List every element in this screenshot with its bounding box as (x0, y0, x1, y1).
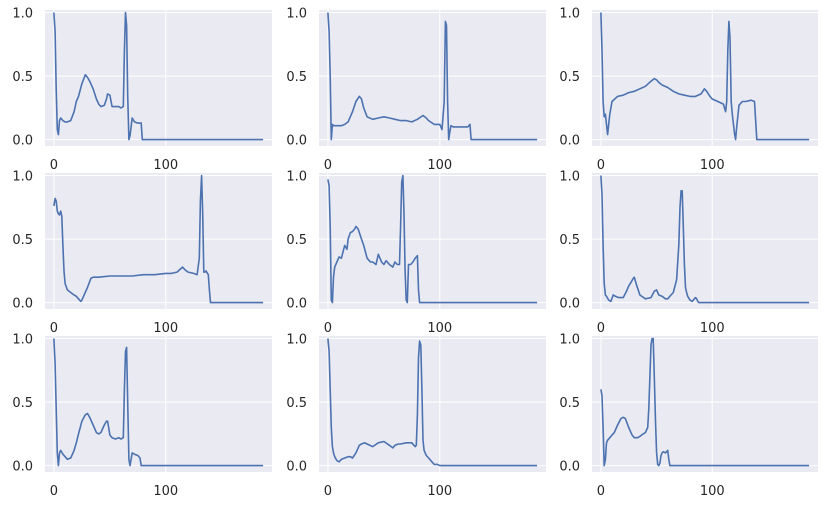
signal-line (327, 338, 538, 467)
y-tick-label: 0.5 (286, 70, 307, 85)
y-tick-label: 0.5 (286, 233, 307, 248)
x-tick-label: 0 (597, 158, 605, 173)
x-tick-label: 100 (427, 484, 452, 499)
y-tick-label: 0.0 (286, 134, 307, 149)
y-tick-label: 0.5 (12, 396, 33, 411)
axes-background (319, 10, 546, 146)
x-tick-label: 100 (700, 158, 725, 173)
y-tick-label: 1.0 (12, 170, 33, 185)
x-tick-label: 0 (324, 321, 332, 336)
x-tick-label: 0 (324, 158, 332, 173)
x-tick-label: 100 (700, 321, 725, 336)
y-tick-label: 1.0 (559, 333, 580, 348)
x-tick-label: 100 (153, 484, 178, 499)
subplot-5: 0.0 0.5 1.0 0 100 (286, 170, 546, 336)
x-tick-label: 0 (597, 484, 605, 499)
y-tick-label: 0.0 (559, 460, 580, 475)
axes-background (45, 173, 272, 309)
x-tick-label: 100 (427, 321, 452, 336)
axes-background (45, 336, 272, 472)
x-tick-label: 100 (153, 158, 178, 173)
y-tick-label: 0.0 (12, 297, 33, 312)
y-tick-label: 0.5 (559, 233, 580, 248)
x-tick-label: 0 (324, 484, 332, 499)
y-tick-label: 1.0 (286, 333, 307, 348)
signal-line (600, 175, 810, 304)
axes-background (319, 336, 546, 472)
x-tick-label: 0 (597, 321, 605, 336)
y-tick-label: 0.0 (286, 460, 307, 475)
axes-background (592, 336, 818, 472)
x-tick-label: 0 (50, 158, 58, 173)
y-tick-label: 0.5 (559, 396, 580, 411)
y-tick-label: 0.0 (559, 297, 580, 312)
x-tick-label: 0 (50, 321, 58, 336)
signal-line (600, 337, 810, 467)
axes-background (592, 173, 818, 309)
y-tick-label: 0.5 (559, 70, 580, 85)
y-tick-label: 0.0 (559, 134, 580, 149)
signal-line (327, 174, 538, 304)
y-tick-label: 1.0 (559, 170, 580, 185)
subplot-1: 0.0 0.5 1.0 0 100 (12, 7, 272, 173)
y-tick-label: 0.5 (12, 70, 33, 85)
y-tick-label: 0.0 (12, 134, 33, 149)
subplot-4: 0.0 0.5 1.0 0 100 (12, 170, 272, 336)
signal-line (53, 174, 264, 304)
subplot-3: 0.0 0.5 1.0 0 100 (559, 7, 818, 173)
axes-background (45, 10, 272, 146)
y-tick-label: 1.0 (286, 7, 307, 22)
y-tick-label: 0.0 (12, 460, 33, 475)
signal-line (327, 12, 538, 141)
axes-background (592, 10, 818, 146)
subplot-2: 0.0 0.5 1.0 0 100 (286, 7, 546, 173)
y-tick-label: 0.5 (286, 396, 307, 411)
subplot-9: 0.0 0.5 1.0 0 100 (559, 333, 818, 499)
y-tick-label: 1.0 (286, 170, 307, 185)
y-tick-label: 1.0 (12, 7, 33, 22)
signal-line (53, 11, 264, 141)
y-tick-label: 1.0 (12, 333, 33, 348)
y-tick-label: 0.5 (12, 233, 33, 248)
subplot-6: 0.0 0.5 1.0 0 100 (559, 170, 818, 336)
y-tick-label: 1.0 (559, 7, 580, 22)
signal-line (600, 12, 810, 141)
subplot-7: 0.0 0.5 1.0 0 100 (12, 333, 272, 499)
x-tick-label: 0 (50, 484, 58, 499)
x-tick-label: 100 (153, 321, 178, 336)
x-tick-label: 100 (700, 484, 725, 499)
axes-background (319, 173, 546, 309)
x-tick-label: 100 (427, 158, 452, 173)
y-tick-label: 0.0 (286, 297, 307, 312)
signal-line (53, 338, 264, 467)
subplot-8: 0.0 0.5 1.0 0 100 (286, 333, 546, 499)
